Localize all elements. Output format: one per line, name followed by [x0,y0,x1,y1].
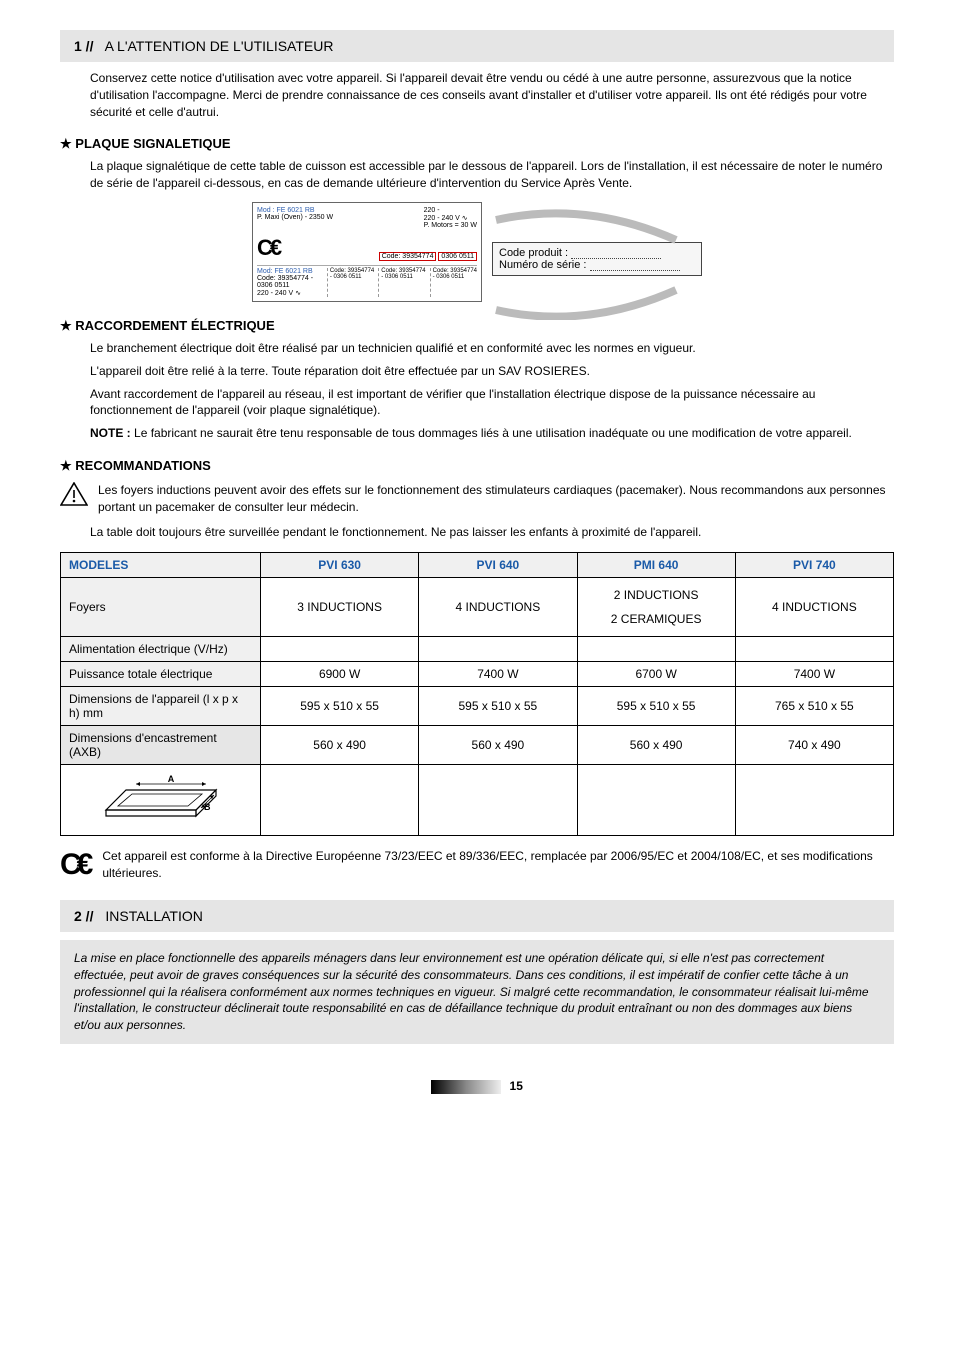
spec-foyers-1: 4 INDUCTIONS [419,578,577,637]
warning-children: La table doit toujours être surveillée p… [90,524,894,541]
spec-model-2: PMI 640 [577,553,735,578]
spec-model-3: PVI 740 [735,553,893,578]
spec-power-2: 6700 W [577,662,735,687]
warning-pacemaker: Les foyers inductions peuvent avoir des … [98,482,894,516]
section-1-intro: Conservez cette notice d'utilisation ave… [90,70,894,120]
plate-sub-model: Mod: FE 6021 RB [257,268,323,275]
spec-dims-1: 595 x 510 x 55 [419,687,577,726]
plate-pmaxi: P. Maxi (Oven) - 2350 W [257,214,333,221]
rating-plate-title: PLAQUE SIGNALETIQUE [60,136,894,152]
spec-diagram-blank-2 [577,765,735,836]
plate-voltage: 220 - 240 V ∿ [424,214,477,222]
spec-header-models: MODELES [61,553,261,578]
ce-conformity-text: Cet appareil est conforme à la Directive… [102,848,894,882]
electrical-p1: Le branchement électrique doit être réal… [90,340,894,357]
plate-sub-code: Code: 39354774 - 0306 0511 [257,275,323,289]
electrical-note-title: NOTE : [90,426,131,440]
electrical-p3: Avant raccordement de l'appareil au rése… [90,386,894,420]
spec-cutout-0: 560 x 490 [261,726,419,765]
plate-serial-highlight: 0306 0511 [438,252,477,261]
spec-supply-0 [261,637,419,662]
spec-label-foyers: Foyers [61,578,261,637]
spec-label-power: Puissance totale électrique [61,662,261,687]
plate-model: Mod : FE 6021 RB [257,207,333,214]
svg-text:A: A [167,774,174,784]
ce-mark-small: C€ [257,235,279,261]
spec-diagram-blank-0 [261,765,419,836]
section-2-number: 2 // [74,908,93,924]
spec-row-cutout: Dimensions d'encastrement (AXB) 560 x 49… [61,726,894,765]
spec-power-1: 7400 W [419,662,577,687]
rating-plate-label-box: Mod : FE 6021 RB P. Maxi (Oven) - 2350 W… [252,202,482,302]
section-2-title: INSTALLATION [105,908,203,924]
plate-motors: P. Motors = 30 W [424,222,477,229]
page-number: 15 [510,1079,523,1093]
spec-dims-2: 595 x 510 x 55 [577,687,735,726]
page-container: 1 // A L'ATTENTION DE L'UTILISATEUR Cons… [0,0,954,1131]
label-serial-number: Numéro de série : [499,259,586,271]
spec-label-dims: Dimensions de l'appareil (l x p x h) mm [61,687,261,726]
rating-plate-body: La plaque signalétique de cette table de… [90,158,894,192]
rating-plate-side: Code produit : Numéro de série : [492,202,702,276]
spec-foyers-3: 4 INDUCTIONS [735,578,893,637]
cutout-diagram: A B [86,770,236,830]
spec-row-dims: Dimensions de l'appareil (l x p x h) mm … [61,687,894,726]
spec-cutout-3: 740 x 490 [735,726,893,765]
plate-code-highlight: Code: 39354774 [379,252,437,261]
electrical-note-body: Le fabricant ne saurait être tenu respon… [134,426,852,440]
installation-banner: La mise en place fonctionnelle des appar… [60,940,894,1044]
spec-supply-1 [419,637,577,662]
spec-diagram-cell: A B [61,765,261,836]
spec-row-foyers: Foyers 3 INDUCTIONS 4 INDUCTIONS 2 INDUC… [61,578,894,637]
label-product-code: Code produit : [499,247,568,259]
spec-supply-2 [577,637,735,662]
page-footer: 15 [60,1068,894,1101]
warnings-title: RECOMMANDATIONS [60,458,894,474]
plate-side-infobox: Code produit : Numéro de série : [492,242,702,276]
spec-table: MODELES PVI 630 PVI 640 PMI 640 PVI 740 … [60,552,894,836]
spec-foyers-0: 3 INDUCTIONS [261,578,419,637]
svg-text:B: B [204,802,211,812]
spec-power-3: 7400 W [735,662,893,687]
spec-cutout-1: 560 x 490 [419,726,577,765]
spec-diagram-blank-1 [419,765,577,836]
section-1-number: 1 // [74,38,93,54]
spec-label-cutout: Dimensions d'encastrement (AXB) [61,726,261,765]
plate-sub-volt: 220 - 240 V ∿ [257,289,323,297]
spec-row-supply: Alimentation électrique (V/Hz) [61,637,894,662]
warning-icon [60,482,88,506]
plate-rep-serial-2: - 0306 0511 [381,274,425,280]
electrical-p2: L'appareil doit être relié à la terre. T… [90,363,894,380]
ce-conformity-block: C€ Cet appareil est conforme à la Direct… [60,848,894,882]
page-number-mark: 15 [60,1068,894,1101]
spec-foyers-2: 2 INDUCTIONS 2 CERAMIQUES [577,578,735,637]
spec-cutout-2: 560 x 490 [577,726,735,765]
spec-header-row: MODELES PVI 630 PVI 640 PMI 640 PVI 740 [61,553,894,578]
spec-power-0: 6900 W [261,662,419,687]
section-1-title: A L'ATTENTION DE L'UTILISATEUR [105,38,334,54]
serial-number-blank [590,270,680,271]
ce-mark-large: C€ [60,850,88,880]
rating-plate-figure: Mod : FE 6021 RB P. Maxi (Oven) - 2350 W… [60,202,894,302]
spec-dims-0: 595 x 510 x 55 [261,687,419,726]
spec-model-0: PVI 630 [261,553,419,578]
electrical-note: NOTE : Le fabricant ne saurait être tenu… [90,425,894,442]
spec-diagram-blank-3 [735,765,893,836]
spec-model-1: PVI 640 [419,553,577,578]
plate-rep-serial-1: - 0306 0511 [330,274,374,280]
section-1-header: 1 // A L'ATTENTION DE L'UTILISATEUR [60,30,894,62]
spec-label-supply: Alimentation électrique (V/Hz) [61,637,261,662]
electrical-title: RACCORDEMENT ÉLECTRIQUE [60,318,894,334]
plate-rep-serial-3: - 0306 0511 [433,274,477,280]
spec-supply-3 [735,637,893,662]
spec-row-diagram: A B [61,765,894,836]
section-2-header: 2 // INSTALLATION [60,900,894,932]
spec-dims-3: 765 x 510 x 55 [735,687,893,726]
warning-row-1: Les foyers inductions peuvent avoir des … [60,482,894,516]
spec-row-power: Puissance totale électrique 6900 W 7400 … [61,662,894,687]
plate-voltage-top: 220 - [424,207,477,214]
